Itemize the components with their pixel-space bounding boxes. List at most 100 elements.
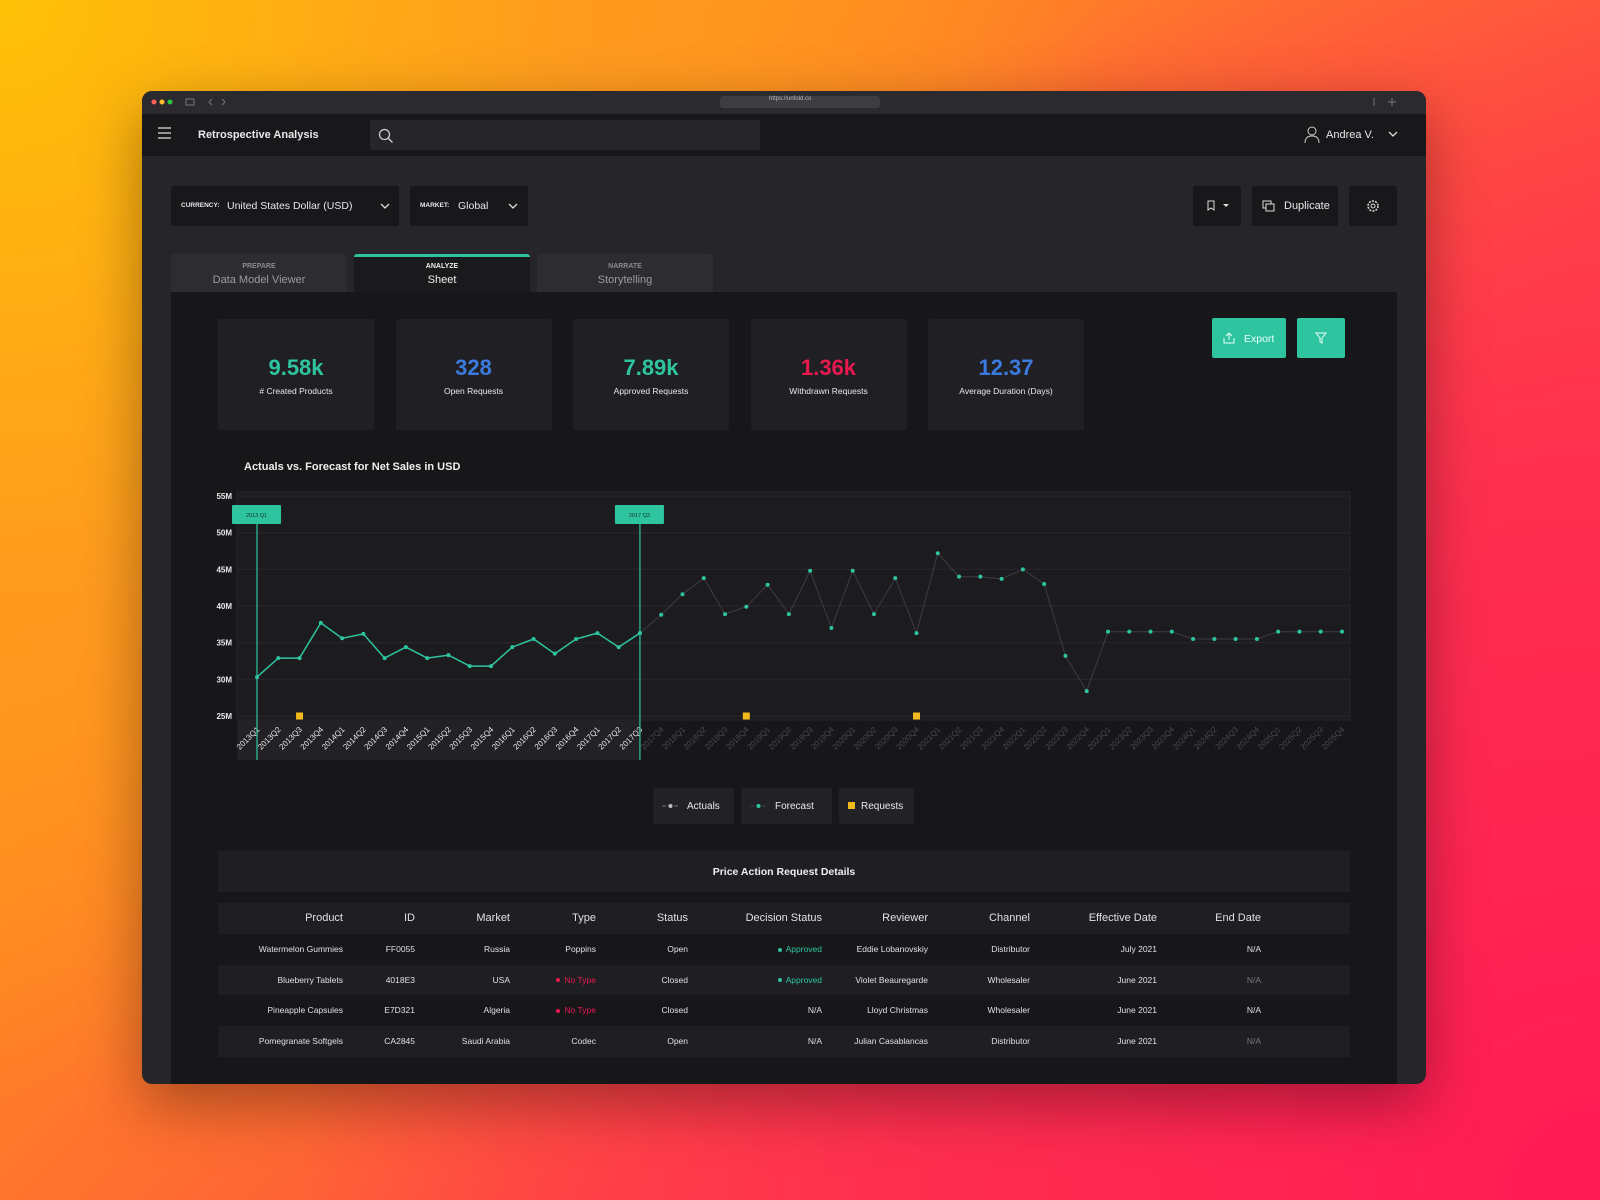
table-cell: June 2021: [997, 1036, 1157, 1046]
chevron: [380, 203, 390, 209]
button-label: Duplicate: [1284, 200, 1330, 212]
menu-icon[interactable]: [158, 127, 172, 139]
user-name[interactable]: Andrea V.: [1326, 129, 1374, 141]
table-cell: Approved: [662, 975, 822, 985]
table-cell: July 2021: [997, 944, 1157, 954]
legend-item[interactable]: Actuals: [653, 788, 734, 824]
series-point: [1148, 629, 1153, 634]
table-cell: Open: [528, 944, 688, 954]
series-point: [297, 656, 302, 661]
kpi-value: 12.37: [978, 355, 1034, 380]
cell-text: Eddie Lobanovskiy: [856, 944, 928, 954]
cell-text: Closed: [661, 1005, 688, 1016]
annotation-box: [614, 505, 664, 524]
tab[interactable]: PREPARE Data Model Viewer: [171, 254, 347, 292]
highlight-region: [237, 720, 640, 760]
table-cell: No Type: [436, 1005, 596, 1015]
cell-text: Poppins: [565, 944, 596, 954]
settings-icon: [1367, 200, 1379, 212]
browser-bar: [142, 91, 1426, 114]
table-cell: Approved: [662, 944, 822, 954]
cell-text: No Type: [564, 1005, 596, 1016]
annotation-box: [232, 505, 281, 524]
series-point: [1297, 629, 1302, 634]
series-point: [1020, 567, 1025, 572]
table-cell: Codec: [436, 1036, 596, 1046]
column-header: Effective Date: [1088, 912, 1157, 924]
app-title: Retrospective Analysis: [198, 129, 319, 141]
table-title: Price Action Request Details: [712, 866, 856, 878]
series-point: [340, 636, 345, 641]
table-cell: Julian Casablancas: [768, 1036, 928, 1046]
kpi-card: 9.58k # Created Products: [218, 319, 374, 430]
url[interactable]: https://unfold.co: [769, 96, 812, 102]
table-title-bar: Price Action Request Details: [218, 851, 1350, 892]
table-row: [218, 964, 1350, 996]
series-point: [786, 612, 791, 617]
legend-label: Actuals: [687, 801, 720, 812]
kpi-value: 1.36k: [800, 355, 857, 380]
series-point: [552, 651, 557, 656]
series-point: [1233, 637, 1238, 641]
cell-text: June 2021: [1117, 1005, 1157, 1016]
series-point: [318, 620, 323, 625]
table-cell: Closed: [528, 1005, 688, 1015]
table-cell: Saudi Arabia: [350, 1036, 510, 1046]
y-tick-label: 45M: [216, 565, 232, 574]
series-point: [744, 604, 749, 609]
column-header: ID: [404, 912, 415, 924]
column-header: Status: [656, 912, 688, 924]
legend-label: Forecast: [775, 801, 814, 812]
search-box[interactable]: [370, 120, 760, 150]
x-tick-label: 2025Q4: [1320, 725, 1347, 752]
tab-step: ANALYZE: [425, 263, 459, 270]
table-cell: CA2845: [255, 1036, 415, 1046]
cell-text: Russia: [484, 944, 510, 954]
table-cell: Pomegranate Softgels: [183, 1036, 343, 1046]
tab[interactable]: NARRATE Storytelling: [537, 254, 713, 292]
duplicate-button[interactable]: Duplicate: [1252, 186, 1338, 226]
series-point: [957, 574, 962, 579]
series-point: [595, 631, 600, 636]
tab-step: PREPARE: [242, 263, 276, 270]
table-cell: Closed: [528, 975, 688, 985]
tab[interactable]: ANALYZE Sheet: [354, 254, 530, 292]
cell-text: Approved: [785, 944, 822, 954]
series-point: [829, 626, 834, 630]
series-point: [1169, 629, 1174, 634]
table-cell: June 2021: [997, 975, 1157, 985]
cell-text: N/A: [1246, 944, 1261, 954]
export-button[interactable]: Export: [1212, 318, 1286, 358]
cell-text: Distributor: [991, 1036, 1030, 1047]
market-dropdown[interactable]: MARKET: Global: [410, 186, 528, 226]
table-cell: Eddie Lobanovskiy: [768, 944, 928, 954]
status-dot: [556, 978, 561, 983]
filter-button[interactable]: [1297, 318, 1345, 358]
legend-icon: [750, 804, 767, 808]
user-chevron[interactable]: [1388, 131, 1398, 138]
column-header: Decision Status: [745, 912, 822, 924]
cell-text: Pomegranate Softgels: [258, 1036, 343, 1047]
table-cell: Russia: [350, 944, 510, 954]
legend-item[interactable]: Forecast: [741, 788, 832, 824]
button-label: Export: [1244, 333, 1275, 345]
series-point: [489, 664, 494, 669]
bookmark-button[interactable]: [1193, 186, 1241, 226]
cell-text: CA2845: [384, 1036, 415, 1047]
legend-item[interactable]: Requests: [839, 788, 914, 824]
table-cell: Open: [528, 1036, 688, 1046]
column-header: Type: [572, 912, 596, 924]
currency-dropdown[interactable]: CURRENCY: United States Dollar (USD): [171, 186, 399, 226]
export-icon: [1223, 332, 1235, 344]
filter-label: CURRENCY:: [181, 202, 220, 209]
legend-dot: [668, 804, 673, 808]
cell-text: N/A: [1246, 974, 1261, 985]
cell-text: No Type: [564, 974, 596, 985]
settings-button[interactable]: [1349, 186, 1397, 226]
series-point: [382, 656, 387, 661]
series-point: [850, 568, 855, 573]
series-point: [1340, 629, 1344, 634]
kpi-card: 328 Open Requests: [395, 319, 552, 430]
kpi-value: 7.89k: [623, 355, 679, 380]
